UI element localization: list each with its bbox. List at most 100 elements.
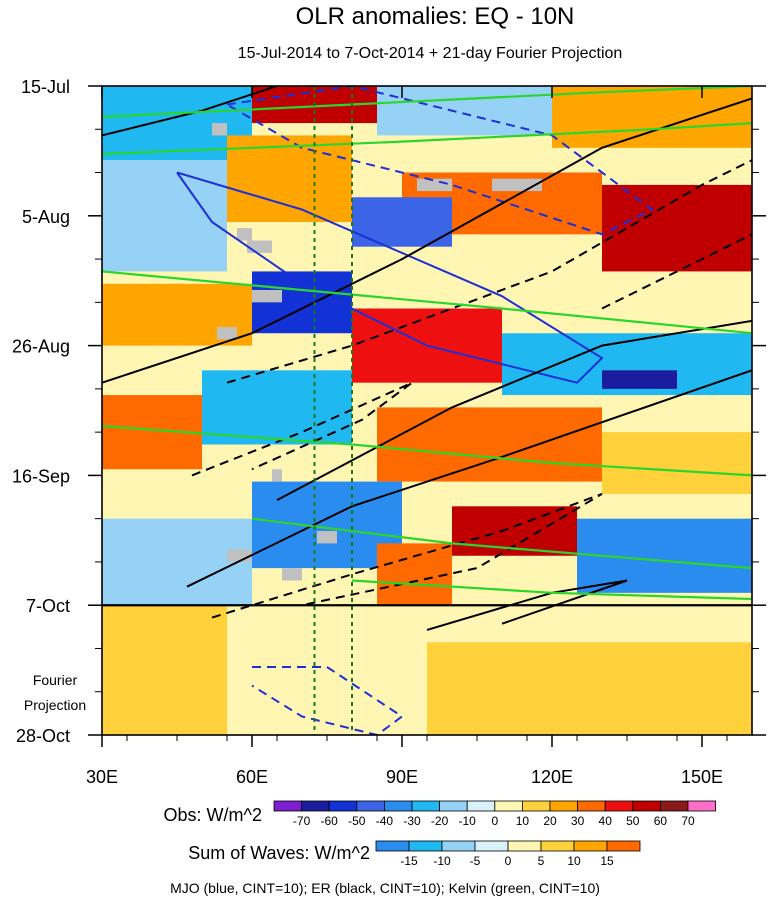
anomaly-block xyxy=(427,642,752,735)
y-axis: 15-Jul 5-Aug 26-Aug 16-Sep 7-Oct 28-Oct xyxy=(12,77,766,746)
anomaly-block xyxy=(227,135,352,222)
x-tick-label: 60E xyxy=(236,767,268,787)
colorbar-swatch xyxy=(577,800,606,812)
colorbar-swatch xyxy=(383,800,413,812)
colorbar-swatch xyxy=(507,840,542,852)
missing-data-cell xyxy=(317,531,337,544)
er-contour xyxy=(186,369,752,588)
kelvin-contour xyxy=(251,517,752,570)
colorbar-tick-label: 10 xyxy=(567,854,581,868)
colorbar-swatch xyxy=(273,800,303,812)
colorbar-swatch xyxy=(606,840,641,852)
kelvin-contour xyxy=(102,86,752,118)
missing-data-cell xyxy=(247,240,272,253)
er-contour xyxy=(426,579,628,631)
anomaly-block xyxy=(377,543,452,606)
kelvin-contour xyxy=(102,270,752,335)
waves-colorbar-label: Sum of Waves: W/m^2 xyxy=(188,843,370,863)
missing-data-cell xyxy=(217,327,237,340)
colorbar-swatch xyxy=(660,800,689,812)
colorbar-swatch xyxy=(687,800,717,812)
colorbar-swatch xyxy=(604,800,634,812)
er-contour xyxy=(211,492,603,619)
colorbar-swatch xyxy=(540,840,575,852)
er-contour xyxy=(601,233,752,310)
missing-data-cell xyxy=(212,123,227,136)
contour-legend: MJO (blue, CINT=10); ER (black, CINT=10)… xyxy=(170,880,600,896)
colorbar-tick-label: -10 xyxy=(459,814,477,828)
chart-subtitle: 15-Jul-2014 to 7-Oct-2014 + 21-day Fouri… xyxy=(238,45,623,62)
chart-title: OLR anomalies: EQ - 10N xyxy=(296,3,575,30)
colorbar-tick-label: 5 xyxy=(538,854,545,868)
y-tick-label: 16-Sep xyxy=(12,466,70,486)
colorbar-tick-label: 0 xyxy=(491,814,498,828)
missing-data-cell xyxy=(417,178,452,192)
missing-data-cell xyxy=(282,568,302,581)
colorbar-tick-label: -70 xyxy=(293,814,311,828)
anomaly-block xyxy=(102,160,227,272)
colorbar-tick-label: 40 xyxy=(599,814,613,828)
colorbar-swatch xyxy=(411,800,441,812)
x-tick-label: 90E xyxy=(386,767,418,787)
anomaly-block xyxy=(602,184,752,272)
x-tick-label: 120E xyxy=(531,767,573,787)
colorbar-swatch xyxy=(328,800,358,812)
colorbar-swatch xyxy=(356,800,385,812)
wave-contours xyxy=(102,86,752,735)
colorbar-tick-label: -5 xyxy=(470,854,481,868)
mjo-contour xyxy=(251,666,404,735)
colorbar-tick-label: 70 xyxy=(681,814,695,828)
x-tick-label: 30E xyxy=(86,767,118,787)
anomaly-block xyxy=(602,432,752,494)
y-tick-label: 15-Jul xyxy=(21,77,70,97)
colorbar-tick-label: 20 xyxy=(543,814,557,828)
waves-colorbar: -15 -10 -5 0 5 10 15 xyxy=(375,840,641,868)
colorbar-swatch xyxy=(408,840,443,852)
colorbar-tick-label: 60 xyxy=(654,814,668,828)
plot-area xyxy=(102,86,752,735)
er-contour xyxy=(102,97,752,384)
colorbar-swatch xyxy=(522,800,551,812)
colorbar-swatch xyxy=(632,800,661,812)
colorbar-tick-label: -20 xyxy=(431,814,449,828)
anomaly-block xyxy=(102,605,227,735)
colorbar-tick-label: 50 xyxy=(626,814,640,828)
missing-data-cell xyxy=(272,469,282,482)
colorbar-tick-label: -15 xyxy=(400,854,418,868)
mjo-contour xyxy=(226,86,654,236)
colorbar-tick-label: 30 xyxy=(571,814,585,828)
y-tick-label: 7-Oct xyxy=(26,596,70,616)
colorbar-tick-label: -40 xyxy=(376,814,394,828)
er-contour xyxy=(276,319,752,501)
colorbar-swatch xyxy=(549,800,579,812)
anomaly-block xyxy=(252,629,402,692)
missing-data-cell xyxy=(252,289,282,303)
y-tick-label: 26-Aug xyxy=(12,337,70,357)
er-contour xyxy=(191,381,413,477)
colorbar-tick-label: -50 xyxy=(348,814,366,828)
obs-colorbar-label: Obs: W/m^2 xyxy=(164,805,262,825)
kelvin-contour xyxy=(351,579,752,601)
anomaly-block xyxy=(102,518,252,606)
projection-label-line2: Projection xyxy=(24,697,86,713)
colorbar-swatch xyxy=(494,800,523,812)
kelvin-contour xyxy=(102,122,752,156)
colorbar-swatch xyxy=(439,800,468,812)
y-tick-label: 5-Aug xyxy=(22,207,70,227)
obs-colorbar: -70 -60 -50 -40 -30 -20 -10 0 10 20 30 40 50 60 70 xyxy=(273,800,717,828)
anomaly-block xyxy=(552,86,752,148)
colorbar-tick-label: -60 xyxy=(321,814,339,828)
colorbar-tick-label: 0 xyxy=(505,854,512,868)
mjo-contour xyxy=(176,171,604,384)
colorbar-swatch xyxy=(301,800,330,812)
colorbar-tick-label: -30 xyxy=(403,814,421,828)
colorbar-tick-label: 15 xyxy=(600,854,614,868)
anomaly-block xyxy=(377,407,602,482)
colorbar-swatch xyxy=(441,840,476,852)
colorbar-tick-label: -10 xyxy=(433,854,451,868)
y-tick-label: 28-Oct xyxy=(16,726,70,746)
colorbar-swatch xyxy=(573,840,608,852)
missing-data-cell xyxy=(237,228,252,241)
colorbar-swatch xyxy=(466,800,496,812)
